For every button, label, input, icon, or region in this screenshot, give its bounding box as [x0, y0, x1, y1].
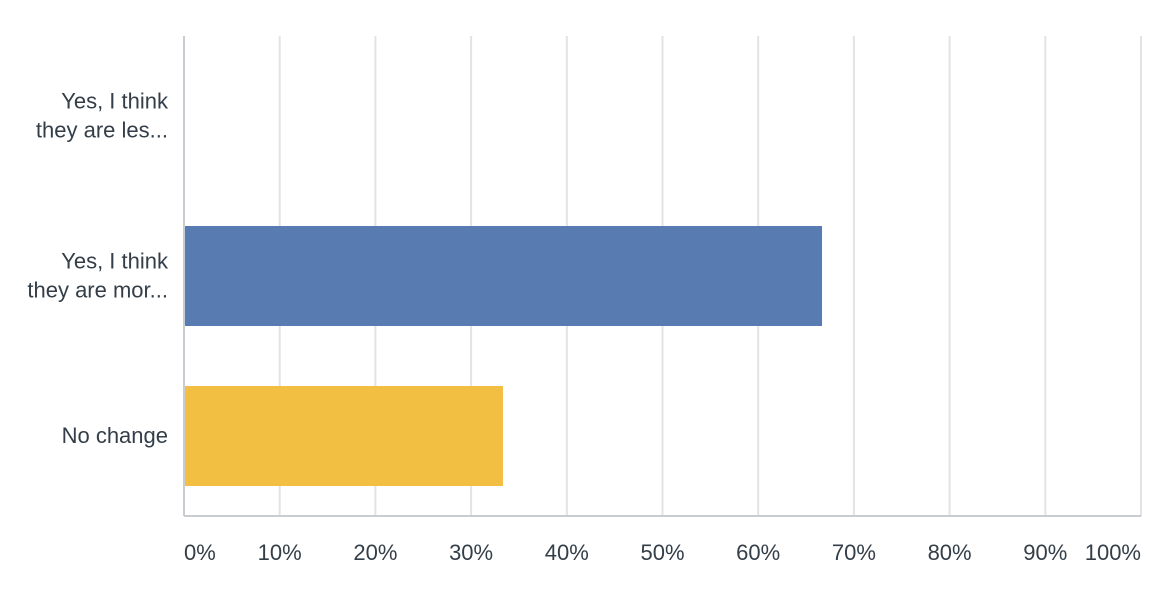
- x-tick-label: 10%: [258, 540, 302, 565]
- axes: [183, 36, 1141, 517]
- x-tick-label: 30%: [449, 540, 493, 565]
- category-labels: Yes, I think they are les... Yes, I think t…: [27, 89, 169, 449]
- x-tick-label: 60%: [736, 540, 780, 565]
- bar: [184, 386, 503, 486]
- category-label: they are mor...: [27, 278, 168, 303]
- x-tick-label: 90%: [1023, 540, 1067, 565]
- category-label: Yes, I think: [61, 89, 169, 114]
- bar: [184, 226, 823, 326]
- x-tick-label: 100%: [1085, 540, 1141, 565]
- category-label: they are les...: [36, 118, 168, 143]
- x-tick-labels: 0% 10% 20% 30% 40% 50% 60% 70% 80% 90% 100%: [184, 540, 1141, 565]
- x-tick-label: 40%: [545, 540, 589, 565]
- bars: [184, 226, 823, 486]
- category-label: Yes, I think: [61, 249, 169, 274]
- x-tick-label: 20%: [353, 540, 397, 565]
- x-tick-label: 50%: [640, 540, 684, 565]
- x-tick-label: 0%: [184, 540, 216, 565]
- category-label: No change: [62, 423, 168, 448]
- x-tick-label: 80%: [928, 540, 972, 565]
- x-tick-label: 70%: [832, 540, 876, 565]
